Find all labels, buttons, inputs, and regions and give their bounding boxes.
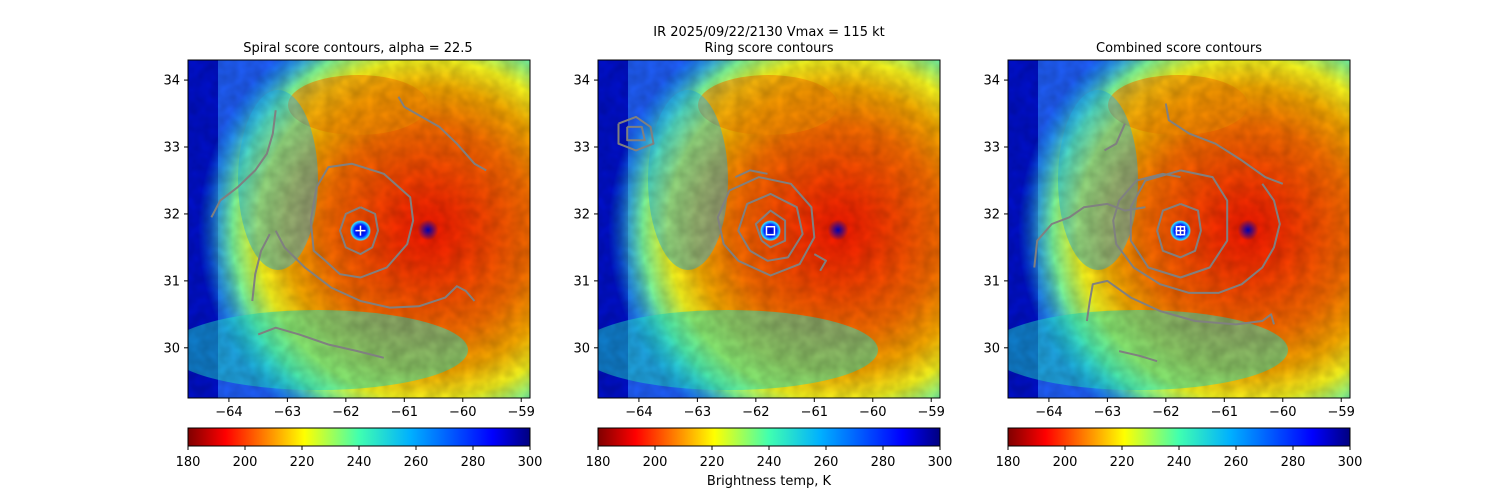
contour-line	[716, 176, 816, 277]
y-tick-label: 30	[573, 341, 590, 356]
x-tick-label: −59	[918, 405, 945, 420]
figure-suptitle: IR 2025/09/22/2130 Vmax = 115 kt	[653, 25, 884, 40]
x-tick-label: −61	[1211, 405, 1238, 420]
y-tick-label: 30	[163, 341, 180, 356]
y-tick-label: 34	[163, 74, 180, 89]
colorbar-tick-label: 240	[347, 455, 372, 470]
contour-line	[1164, 103, 1284, 185]
x-tick-label: −61	[801, 405, 828, 420]
plot-area	[1008, 60, 1350, 398]
center-marker-square	[765, 225, 776, 236]
colorbar: 180 200 220 240 260 280 300 Brightness temp, K	[586, 427, 953, 489]
contour-line	[1156, 202, 1202, 259]
contour-line	[339, 206, 379, 256]
plot-area	[188, 60, 530, 398]
x-tick-label: −60	[1269, 405, 1296, 420]
y-tick-label: 30	[983, 341, 1000, 356]
contour-line	[754, 209, 787, 249]
x-tick-label: −62	[1152, 405, 1179, 420]
panel-title: Ring score contours	[704, 41, 833, 56]
x-tick-label: −59	[508, 405, 535, 420]
y-tick-label: 31	[573, 274, 590, 289]
contour-line	[251, 233, 271, 302]
colorbar-tick-label: 260	[404, 455, 429, 470]
center-marker-square	[1175, 225, 1186, 236]
contour-line	[1129, 169, 1229, 279]
colorbar-tick-label: 180	[176, 455, 201, 470]
x-tick-label: −59	[1328, 405, 1355, 420]
panel-title: Spiral score contours, alpha = 22.5	[243, 41, 472, 56]
y-tick-label: 31	[163, 274, 180, 289]
colorbar-tick-label: 200	[1053, 455, 1078, 470]
contour-line	[1112, 172, 1281, 294]
colorbar-tick-label: 200	[233, 455, 258, 470]
y-tick-label: 32	[573, 207, 590, 222]
contour-line	[274, 230, 476, 309]
contour-line	[1033, 202, 1146, 268]
contour-line	[309, 162, 415, 279]
colorbar-tick-label: 220	[290, 455, 315, 470]
panel-ring: Ring score contours −64 −63 −62 −61 −60 −59 3…	[573, 41, 953, 489]
x-tick-label: −63	[684, 405, 711, 420]
panel-combined: Combined score contours −64 −63 −62 −61 −60 −…	[983, 41, 1363, 470]
colorbar-gradient	[187, 427, 531, 447]
x-tick-label: −64	[625, 405, 652, 420]
colorbar-tick-label: 180	[996, 455, 1021, 470]
colorbar-tick-label: 280	[461, 455, 486, 470]
x-tick-label: −60	[859, 405, 886, 420]
x-tick-label: −64	[215, 405, 242, 420]
contour-line	[397, 96, 487, 172]
y-tick-label: 31	[983, 274, 1000, 289]
contour-line	[257, 326, 385, 359]
contour-line	[734, 169, 768, 179]
colorbar-tick-label: 200	[643, 455, 668, 470]
contour-line	[210, 110, 277, 218]
colorbar-tick-label: 240	[1167, 455, 1192, 470]
contour-line	[1118, 350, 1158, 363]
y-tick-label: 34	[983, 74, 1000, 89]
colorbar-tick-label: 260	[814, 455, 839, 470]
contour-line	[813, 253, 827, 272]
x-tick-label: −63	[1094, 405, 1121, 420]
colorbar-tick-label: 260	[1224, 455, 1249, 470]
x-tick-label: −63	[274, 405, 301, 420]
colorbar-tick-label: 220	[1110, 455, 1135, 470]
colorbar-tick-label: 280	[871, 455, 896, 470]
contour-line	[617, 115, 655, 152]
x-tick-label: −62	[332, 405, 359, 420]
x-tick-label: −60	[449, 405, 476, 420]
colorbar-label: Brightness temp, K	[707, 474, 832, 489]
contour-line	[737, 192, 804, 262]
center-marker-plus	[355, 225, 366, 236]
panel-title: Combined score contours	[1096, 41, 1262, 56]
colorbar-tick-label: 300	[1338, 455, 1363, 470]
contour-line	[1104, 123, 1126, 152]
y-tick-label: 33	[163, 141, 180, 156]
y-tick-label: 33	[573, 141, 590, 156]
contour-line	[626, 125, 646, 142]
x-tick-label: −64	[1035, 405, 1062, 420]
y-tick-label: 34	[573, 74, 590, 89]
colorbar: 180 200 220 240 260 280 300	[996, 427, 1363, 470]
colorbar-tick-label: 300	[518, 455, 543, 470]
y-tick-label: 32	[163, 207, 180, 222]
x-tick-label: −62	[742, 405, 769, 420]
x-tick-label: −61	[391, 405, 418, 420]
plot-area	[598, 60, 940, 398]
colorbar-tick-label: 240	[757, 455, 782, 470]
y-tick-label: 33	[983, 141, 1000, 156]
colorbar-tick-label: 220	[700, 455, 725, 470]
panel-spiral: Spiral score contours, alpha = 22.5 −64 −…	[163, 41, 543, 470]
colorbar-tick-label: 280	[1281, 455, 1306, 470]
colorbar-tick-label: 180	[586, 455, 611, 470]
colorbar-gradient	[1007, 427, 1351, 447]
y-tick-label: 32	[983, 207, 1000, 222]
colorbar-gradient	[597, 427, 941, 447]
contour-line	[1085, 279, 1275, 326]
colorbar-tick-label: 300	[928, 455, 953, 470]
colorbar: 180 200 220 240 260 280 300	[176, 427, 543, 470]
